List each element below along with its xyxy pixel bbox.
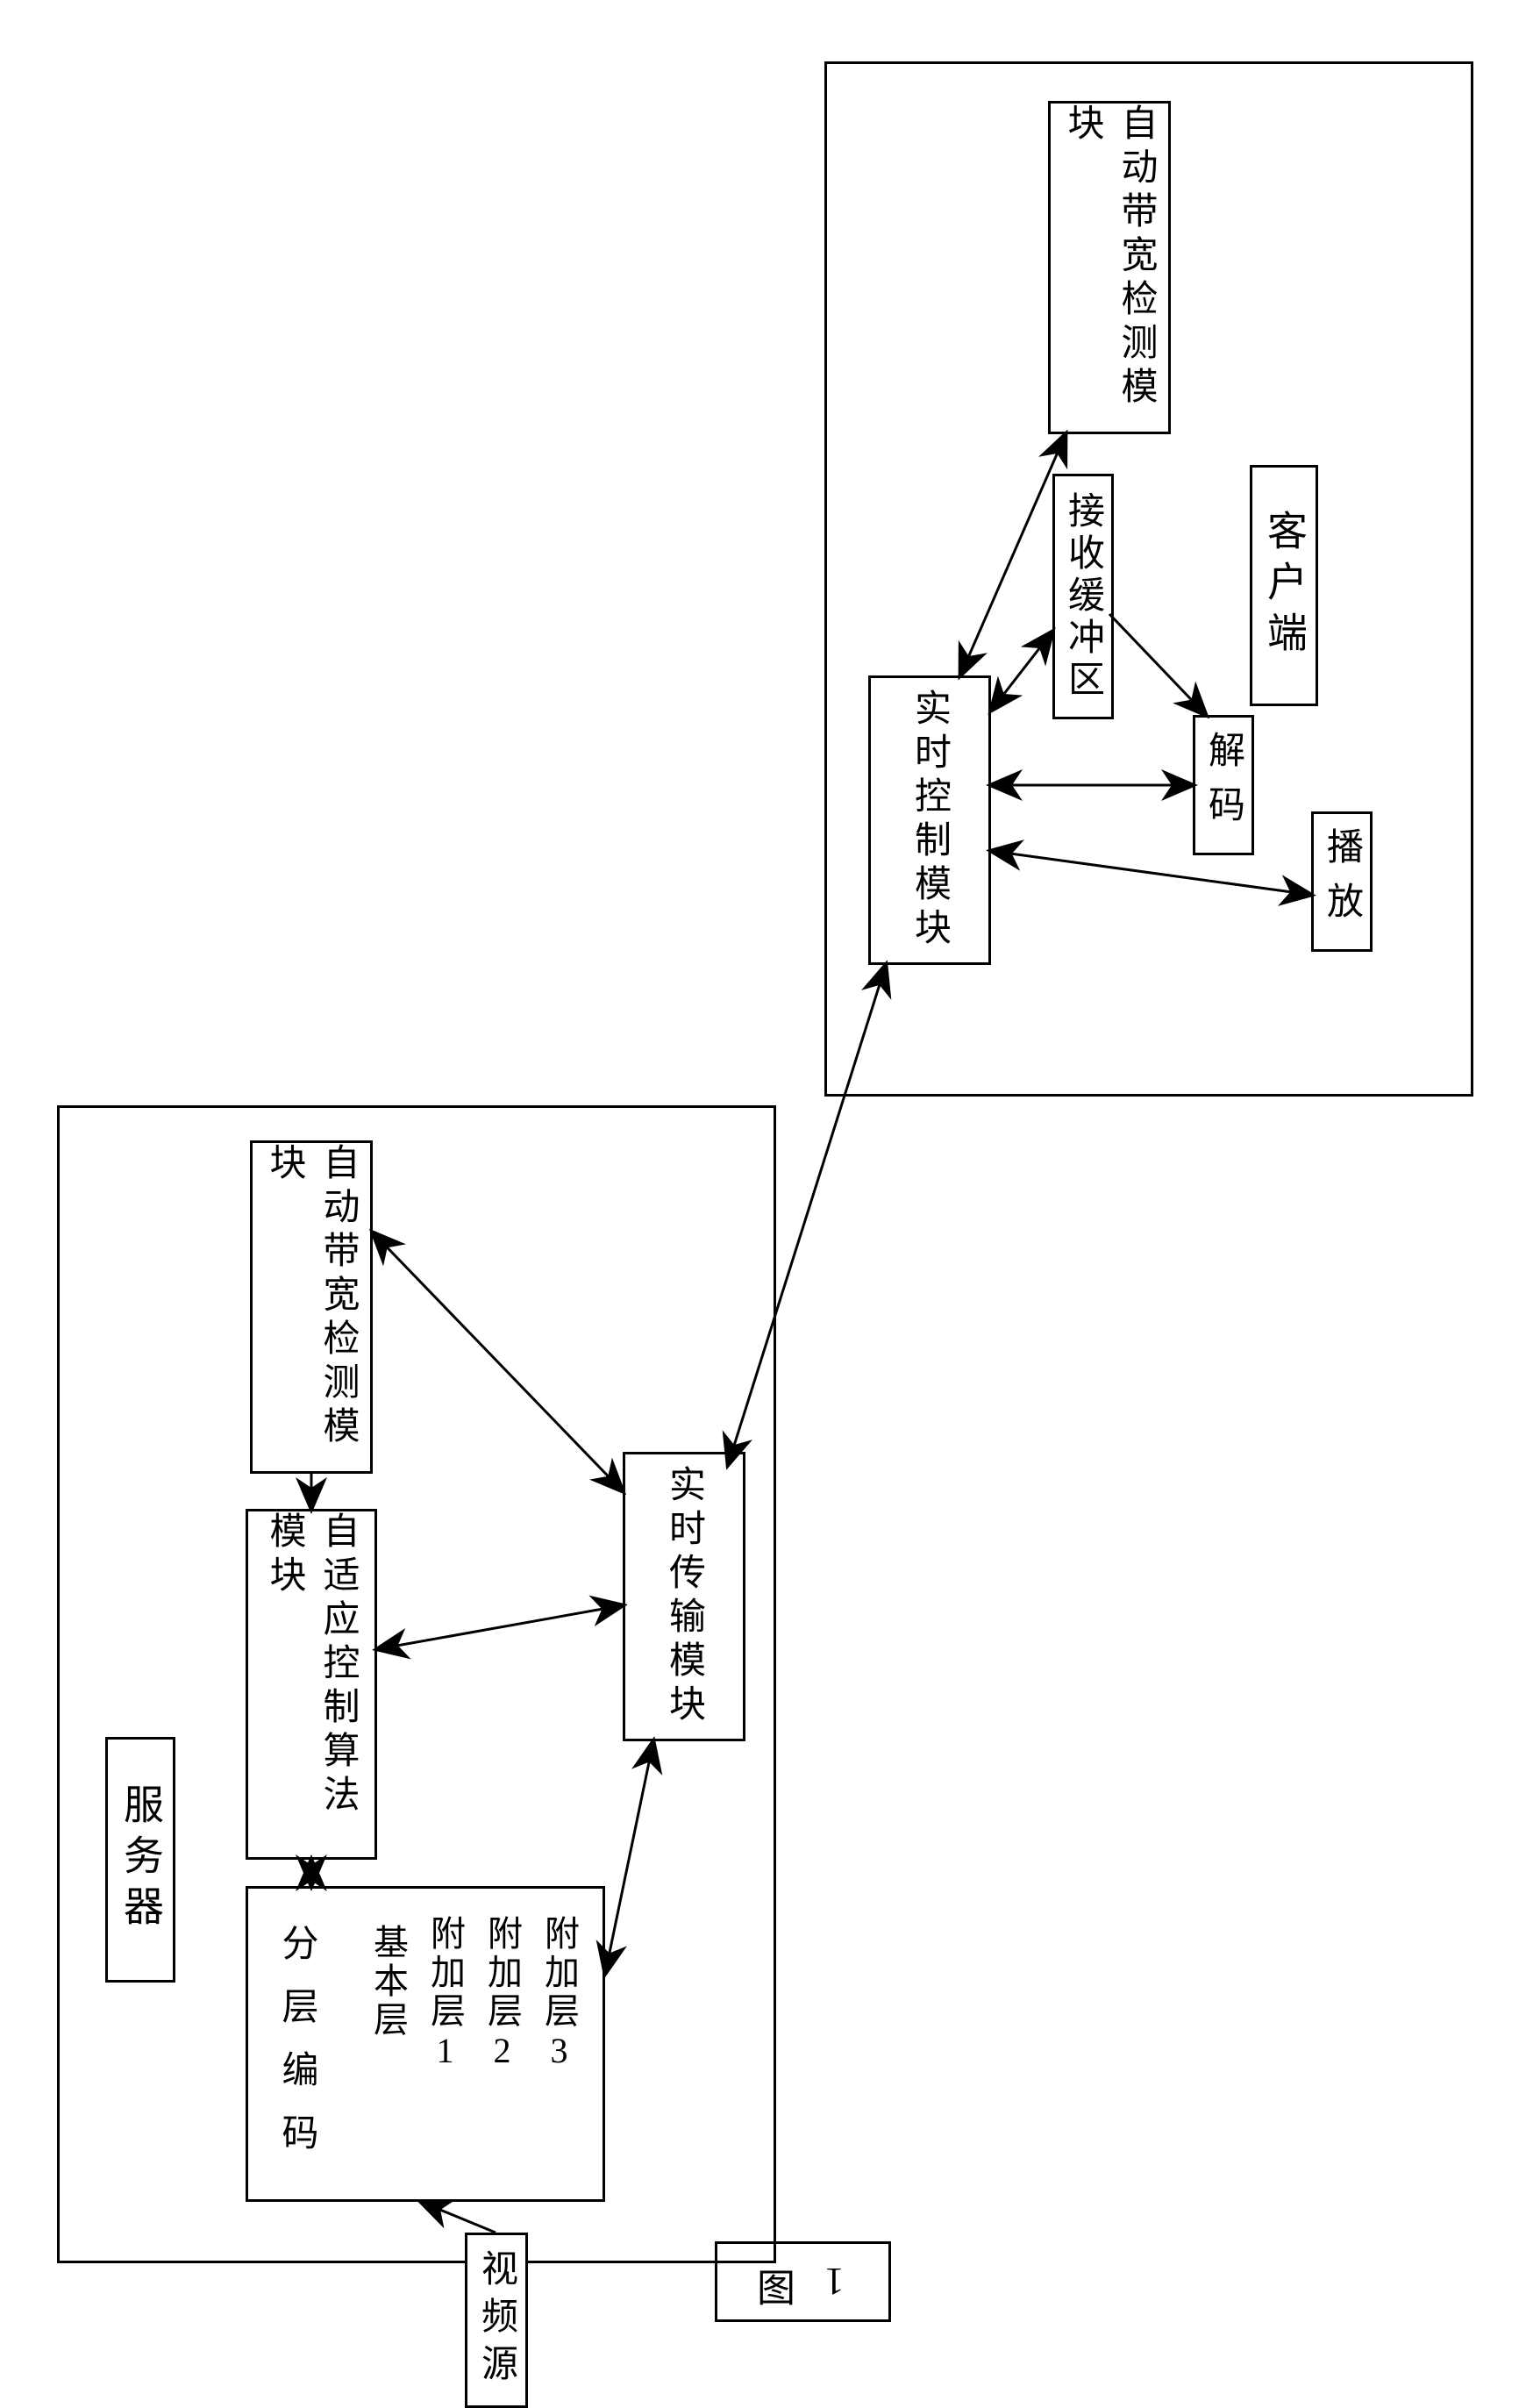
server-bandwidth-text: 自动带宽检测模块 [258,1143,365,1471]
client-play-text: 播放 [1316,827,1369,936]
client-control-text: 实时控制模块 [903,689,957,952]
client-bandwidth-box: 自动带宽检测模块 [1048,101,1171,434]
client-bandwidth-text: 自动带宽检测模块 [1056,104,1163,432]
server-label: 服务器 [105,1737,175,1983]
server-layered-box: 分层编码 基本层 附加层1 附加层2 附加层3 [246,1886,605,2202]
server-bandwidth-box: 自动带宽检测模块 [250,1140,373,1474]
client-buffer-box: 接收缓冲区 [1052,474,1114,719]
server-transmit-box: 实时传输模块 [623,1452,745,1741]
client-control-box: 实时控制模块 [868,675,991,965]
figure-caption: 图 1 [715,2241,891,2322]
client-label: 客户端 [1250,465,1318,706]
caption-number: 1 [825,2260,855,2304]
server-adaptive-text: 自适应控制算法模块 [258,1511,365,1857]
server-transmit-text: 实时传输模块 [658,1465,711,1728]
layered-title: 分层编码 [270,1924,324,2176]
client-decode-box: 解码 [1193,715,1254,855]
client-play-box: 播放 [1311,811,1373,952]
layered-item-3: 附加层3 [533,1915,584,2074]
layered-item-0: 基本层 [362,1924,413,2040]
client-decode-text: 解码 [1197,731,1251,840]
server-adaptive-box: 自适应控制算法模块 [246,1509,377,1860]
layered-item-2: 附加层2 [476,1915,527,2074]
server-videosource-box: 视频源 [465,2233,528,2408]
layered-item-1: 附加层1 [419,1915,470,2074]
caption-text: 图 [744,2257,800,2306]
client-buffer-text: 接收缓冲区 [1057,491,1110,702]
